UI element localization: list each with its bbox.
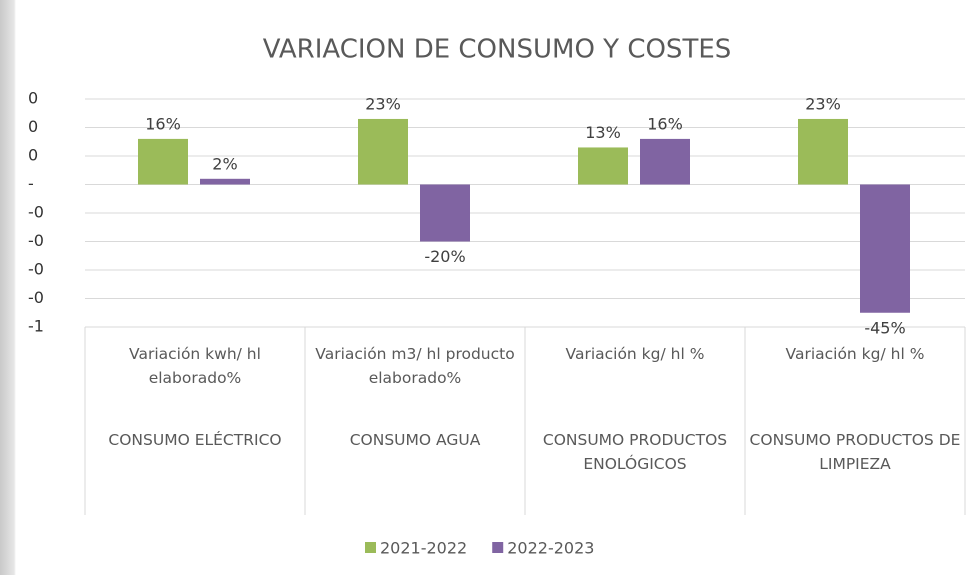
category-group-label: CONSUMO AGUA [305, 428, 525, 452]
y-tick-label: -0 [28, 288, 44, 307]
y-tick-label: - [28, 174, 34, 193]
y-tick-label: -0 [28, 231, 44, 250]
y-tick-label: 0 [28, 89, 38, 108]
x-tick-label: Variación kg/ hl % [745, 342, 965, 366]
bar [358, 119, 408, 185]
y-tick-label: -1 [28, 317, 44, 336]
legend-swatch [365, 542, 376, 553]
bar [138, 139, 188, 185]
y-tick-label: 0 [28, 117, 38, 136]
y-tick-label: -0 [28, 203, 44, 222]
data-label: 23% [805, 94, 841, 113]
bar [640, 139, 690, 185]
x-tick-label: Variación kwh/ hl elaborado% [85, 342, 305, 390]
data-label: -45% [864, 318, 905, 337]
legend-label: 2021-2022 [380, 539, 467, 558]
bar [578, 147, 628, 184]
data-label: 16% [145, 114, 181, 133]
bar [798, 119, 848, 185]
chart-title: VARIACION DE CONSUMO Y COSTES [263, 35, 732, 65]
page: {"chart_data": {"type": "bar", "title": … [0, 0, 966, 575]
chart: VARIACION DE CONSUMO Y COSTES 0 0 0 - -0 -0 -0… [0, 0, 966, 575]
bar [200, 179, 250, 185]
category-group-label: CONSUMO PRODUCTOS DE LIMPIEZA [745, 428, 965, 476]
data-label: -20% [424, 247, 465, 266]
data-label: 23% [365, 94, 401, 113]
y-tick-label: 0 [28, 146, 38, 165]
category-group-label: CONSUMO ELÉCTRICO [85, 428, 305, 452]
x-tick-label: Variación kg/ hl % [525, 342, 745, 366]
x-tick-label: Variación m3/ hl producto elaborado% [305, 342, 525, 390]
bar [420, 185, 470, 242]
bar [860, 185, 910, 313]
data-label: 13% [585, 123, 621, 142]
data-label: 16% [647, 114, 683, 133]
legend-label: 2022-2023 [507, 539, 594, 558]
legend-swatch [492, 542, 503, 553]
y-tick-label: -0 [28, 260, 44, 279]
data-label: 2% [212, 154, 237, 173]
category-group-label: CONSUMO PRODUCTOS ENOLÓGICOS [525, 428, 745, 476]
